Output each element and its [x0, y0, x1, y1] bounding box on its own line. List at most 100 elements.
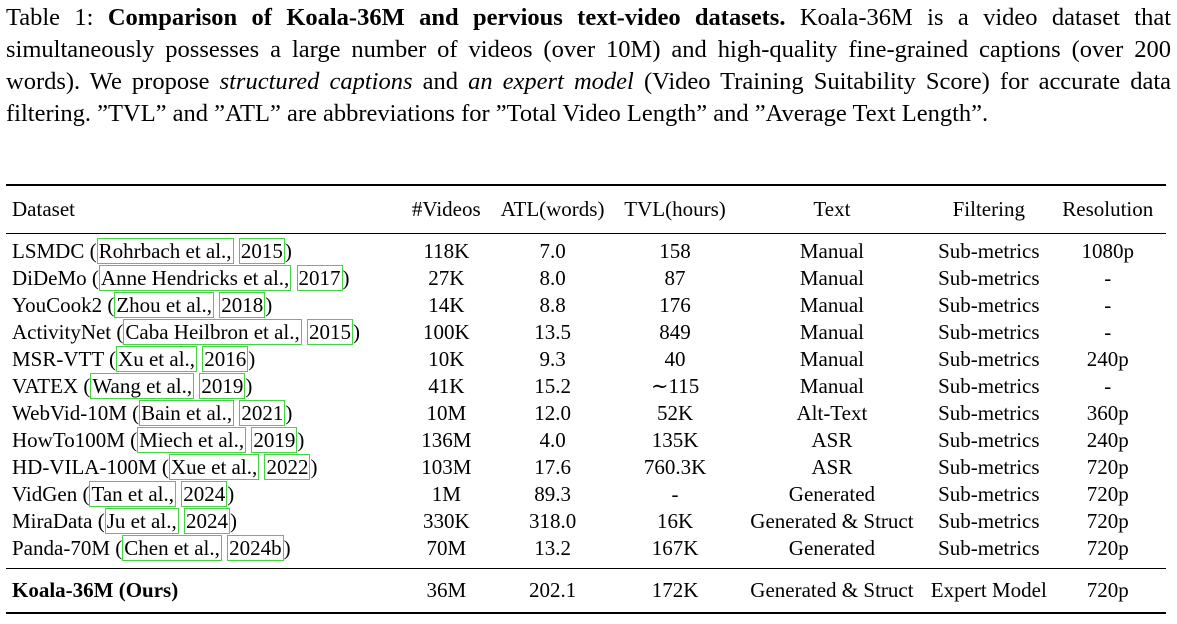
tvl-cell: 849 — [659, 320, 691, 344]
comparison-table-container: Dataset #Videos ATL(words) TVL(hours) Te… — [6, 184, 1166, 614]
table-body: LSMDC (Rohrbach et al., 2015) 118K 7.0 158 M… — [6, 234, 1166, 569]
table-row: LSMDC (Rohrbach et al., 2015) 118K 7.0 158 M… — [6, 234, 1166, 266]
text-cell: Generated — [788, 536, 876, 560]
citation-link-year[interactable]: 2019 — [251, 427, 298, 453]
text-cell: ASR — [811, 428, 853, 452]
filtering-cell: Sub-metrics — [938, 266, 1040, 290]
ours-atl: 202.1 — [490, 568, 615, 614]
table-row: ActivityNet (Caba Heilbron et al., 2015)… — [6, 319, 1166, 346]
resolution-cell: 720p — [1086, 509, 1129, 533]
tvl-cell: 40 — [664, 347, 686, 371]
tvl-cell: ∼115 — [650, 374, 700, 398]
tvl-cell: 52K — [656, 401, 694, 425]
videos-cell: 10M — [426, 401, 467, 425]
citation-link-year[interactable]: 2015 — [307, 319, 354, 345]
dataset-cell: YouCook2 (Zhou et al., 2018) — [12, 292, 273, 318]
citation-link-author[interactable]: Xu et al., — [116, 346, 198, 372]
header-dataset: Dataset — [6, 186, 402, 234]
citation-link-year[interactable]: 2024b — [227, 535, 284, 561]
ours-resolution: 720p — [1049, 568, 1166, 614]
citation-link-author[interactable]: Zhou et al., — [114, 292, 214, 318]
header-text: Text — [735, 186, 929, 234]
citation-link-author[interactable]: Bain et al., — [139, 400, 235, 426]
text-cell: Manual — [799, 293, 864, 317]
citation-link-year[interactable]: 2024 — [181, 481, 228, 507]
table-row: DiDeMo (Anne Hendricks et al., 2017) 27K 8… — [6, 265, 1166, 292]
atl-cell: 4.0 — [539, 428, 566, 452]
filtering-cell: Sub-metrics — [938, 347, 1040, 371]
resolution-cell: - — [1104, 320, 1112, 344]
citation-link-author[interactable]: Chen et al., — [122, 535, 222, 561]
videos-cell: 27K — [428, 266, 465, 290]
dataset-name: VidGen — [12, 482, 78, 506]
videos-cell: 14K — [428, 293, 465, 317]
dataset-name: MSR-VTT — [12, 347, 104, 371]
videos-cell: 70M — [426, 536, 467, 560]
dataset-name: YouCook2 — [12, 293, 103, 317]
atl-cell: 15.2 — [534, 374, 571, 398]
citation-link-year[interactable]: 2022 — [264, 454, 311, 480]
videos-cell: 330K — [422, 509, 470, 533]
tvl-cell: - — [671, 482, 679, 506]
caption-title: Comparison of Koala-36M and pervious tex… — [107, 4, 786, 31]
citation-link-author[interactable]: Ju et al., — [104, 508, 179, 534]
filtering-cell: Sub-metrics — [938, 509, 1040, 533]
tvl-cell: 158 — [659, 239, 691, 263]
header-tvl: TVL(hours) — [614, 186, 736, 234]
table-row-ours: Koala-36M (Ours) 36M 202.1 172K Generate… — [6, 568, 1166, 614]
atl-cell: 13.2 — [534, 536, 571, 560]
citation-link-year[interactable]: 2018 — [219, 292, 266, 318]
resolution-cell: - — [1104, 374, 1112, 398]
caption-emphasis-1: structured captions — [219, 68, 413, 95]
resolution-cell: 1080p — [1081, 239, 1135, 263]
text-cell: Manual — [799, 266, 864, 290]
filtering-cell: Sub-metrics — [938, 374, 1040, 398]
dataset-cell: VATEX (Wang et al., 2019) — [12, 373, 253, 399]
table-row: HowTo100M (Miech et al., 2019) 136M 4.0 135… — [6, 427, 1166, 454]
citation-link-year[interactable]: 2021 — [239, 400, 286, 426]
citation-link-author[interactable]: Rohrbach et al., — [96, 238, 234, 264]
citation-link-author[interactable]: Anne Hendricks et al., — [98, 265, 292, 291]
table-caption: Table 1: Comparison of Koala-36M and per… — [6, 2, 1171, 130]
resolution-cell: 720p — [1086, 482, 1129, 506]
citation-link-author[interactable]: Caba Heilbron et al., — [123, 319, 302, 345]
dataset-cell: MiraData (Ju et al., 2024) — [12, 508, 237, 534]
text-cell: Manual — [799, 320, 864, 344]
citation-link-year[interactable]: 2015 — [238, 238, 285, 264]
dataset-name: HowTo100M — [12, 428, 125, 452]
table-header-row: Dataset #Videos ATL(words) TVL(hours) Te… — [6, 186, 1166, 234]
text-cell: Generated — [788, 482, 876, 506]
ours-dataset: Koala-36M (Ours) — [6, 568, 402, 614]
citation-link-author[interactable]: Miech et al., — [137, 427, 247, 453]
filtering-cell: Sub-metrics — [938, 536, 1040, 560]
dataset-cell: HowTo100M (Miech et al., 2019) — [12, 427, 305, 453]
atl-cell: 7.0 — [539, 239, 566, 263]
citation-link-author[interactable]: Xue et al., — [168, 454, 260, 480]
atl-cell: 8.8 — [539, 293, 566, 317]
citation-link-year[interactable]: 2017 — [296, 265, 343, 291]
table-row: VATEX (Wang et al., 2019) 41K 15.2 ∼115 Manu… — [6, 373, 1166, 400]
caption-label: Table 1: — [6, 4, 94, 31]
filtering-cell: Sub-metrics — [938, 482, 1040, 506]
citation-link-author[interactable]: Tan et al., — [89, 481, 176, 507]
text-cell: Alt-Text — [796, 401, 868, 425]
citation-link-year[interactable]: 2024 — [183, 508, 230, 534]
resolution-cell: 240p — [1086, 428, 1129, 452]
citation-link-year[interactable]: 2016 — [202, 346, 249, 372]
table-row: YouCook2 (Zhou et al., 2018) 14K 8.8 176 Man… — [6, 292, 1166, 319]
atl-cell: 8.0 — [539, 266, 566, 290]
citation-link-year[interactable]: 2019 — [199, 373, 246, 399]
filtering-cell: Sub-metrics — [938, 455, 1040, 479]
header-videos: #Videos — [401, 186, 491, 234]
videos-cell: 103M — [421, 455, 472, 479]
ours-filtering: Expert Model — [928, 568, 1050, 614]
citation-link-author[interactable]: Wang et al., — [90, 373, 195, 399]
dataset-name: WebVid-10M — [12, 401, 127, 425]
resolution-cell: 360p — [1086, 401, 1129, 425]
caption-text-1: Koala-36M is a video dataset that simult… — [6, 4, 1172, 95]
atl-cell: 89.3 — [534, 482, 571, 506]
resolution-cell: - — [1104, 266, 1112, 290]
dataset-cell: DiDeMo (Anne Hendricks et al., 2017) — [12, 265, 350, 291]
caption-emphasis-2: an expert model — [468, 68, 634, 95]
filtering-cell: Sub-metrics — [938, 239, 1040, 263]
